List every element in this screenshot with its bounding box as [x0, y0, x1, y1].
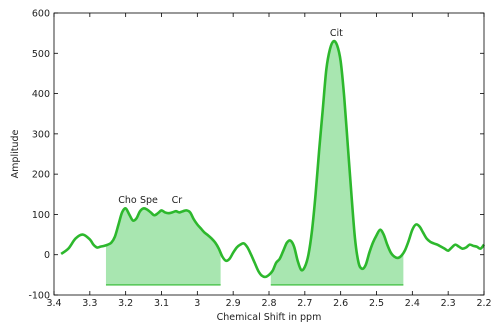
shaded-region-1: [105, 208, 221, 285]
shaded-regions: [105, 41, 404, 286]
y-tick-label: -100: [28, 291, 50, 302]
y-tick-label: 0: [44, 250, 50, 261]
x-tick-label: 3.4: [46, 298, 61, 309]
peak-label-spe: Spe: [140, 195, 158, 206]
y-axis-title: Amplitude: [10, 130, 21, 179]
y-tick-label: 100: [32, 210, 50, 221]
y-tick-label: 200: [32, 170, 50, 181]
x-tick-label: 3.1: [154, 298, 169, 309]
x-axis-title: Chemical Shift in ppm: [217, 312, 322, 323]
peak-label-cr: Cr: [172, 195, 183, 206]
y-axis-ticks: -100 0 100 200 300 400 500 600: [28, 9, 484, 302]
peak-annotations: Cho Spe Cr Cit: [118, 28, 343, 206]
x-tick-label: 2.6: [333, 298, 348, 309]
x-tick-label: 2.7: [297, 298, 312, 309]
x-tick-label: 2.4: [405, 298, 420, 309]
spectrum-line: [60, 39, 486, 279]
y-tick-label: 400: [32, 89, 50, 100]
y-tick-label: 600: [32, 9, 50, 20]
x-tick-label: 2.8: [261, 298, 276, 309]
peak-label-cit: Cit: [330, 28, 343, 39]
x-tick-label: 3.3: [82, 298, 97, 309]
series-layer: [60, 39, 486, 279]
x-tick-label: 2.2: [476, 298, 491, 309]
x-tick-label: 3: [194, 298, 200, 309]
shaded-region-2: [270, 41, 404, 285]
y-tick-label: 500: [32, 49, 50, 60]
y-tick-label: 300: [32, 129, 50, 140]
x-tick-label: 2.9: [226, 298, 241, 309]
x-tick-label: 2.5: [369, 298, 384, 309]
peak-label-cho: Cho: [118, 195, 137, 206]
x-tick-label: 3.2: [118, 298, 133, 309]
x-axis-ticks: 3.4 3.3 3.2 3.1 3 2.9 2.8 2.7 2.6 2.5 2.4 2.3 2.2: [46, 13, 492, 309]
x-tick-label: 2.3: [441, 298, 456, 309]
